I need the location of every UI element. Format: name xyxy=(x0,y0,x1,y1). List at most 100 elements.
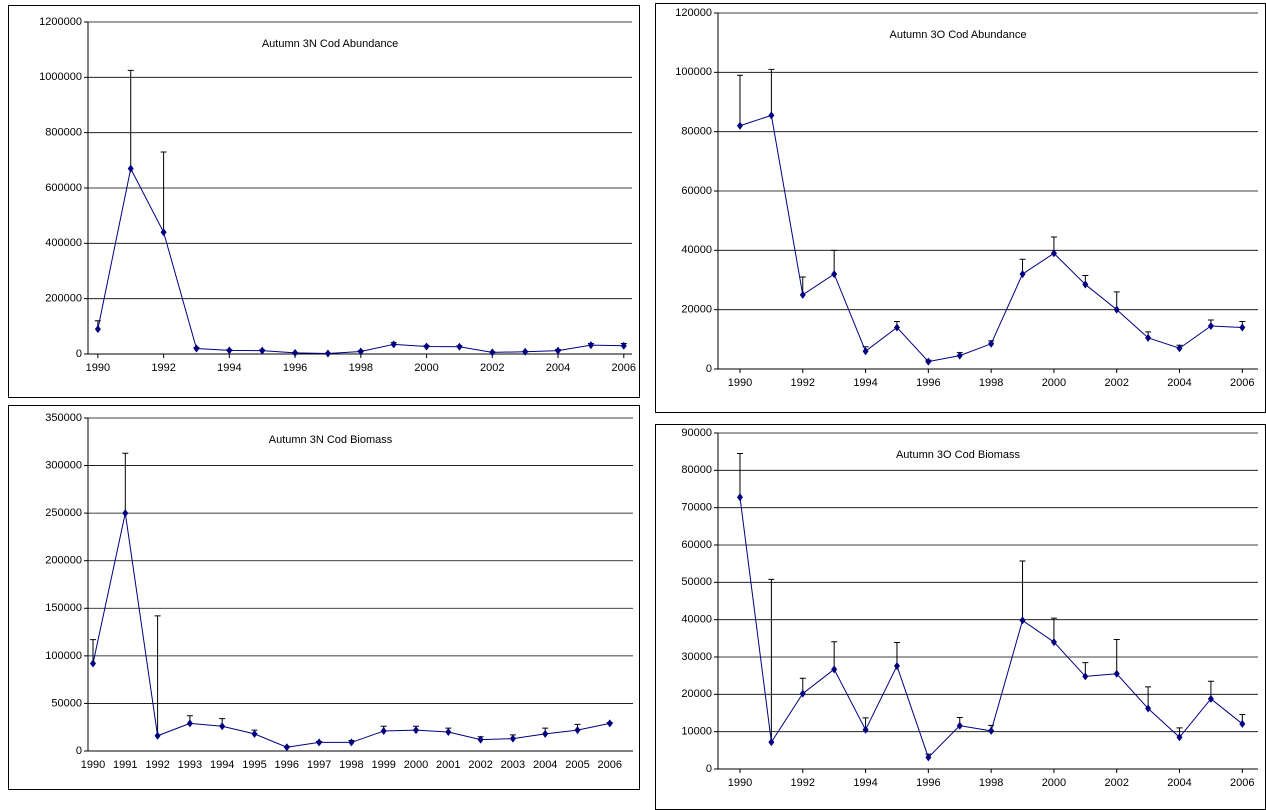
x-tick-label: 1990 xyxy=(728,777,752,789)
x-tick-label: 2005 xyxy=(565,759,589,771)
marker xyxy=(94,325,101,334)
y-tick-label: 0 xyxy=(76,745,82,757)
error-bar xyxy=(736,74,743,126)
marker xyxy=(413,726,419,735)
marker xyxy=(219,722,226,731)
y-tick-label: 1200000 xyxy=(39,16,82,28)
x-tick-label: 2003 xyxy=(501,759,525,771)
x-tick-label: 1996 xyxy=(916,777,940,789)
y-tick-label: 20000 xyxy=(681,304,712,316)
x-tick-label: 2001 xyxy=(436,759,460,771)
marker xyxy=(259,346,266,355)
y-tick-label: 40000 xyxy=(681,244,712,256)
marker xyxy=(1019,270,1026,279)
marker xyxy=(90,659,96,668)
marker xyxy=(555,346,562,355)
marker xyxy=(606,719,613,728)
marker xyxy=(542,729,549,738)
x-tick-label: 1999 xyxy=(371,759,395,771)
error-bar xyxy=(831,641,838,670)
marker xyxy=(324,349,331,358)
marker xyxy=(799,290,806,299)
marker xyxy=(1082,280,1089,289)
marker xyxy=(736,121,743,130)
x-tick-label: 2002 xyxy=(1104,377,1128,389)
y-tick-label: 120000 xyxy=(675,7,712,19)
x-tick-label: 1996 xyxy=(275,759,299,771)
x-tick-label: 2000 xyxy=(404,759,428,771)
chart-frame xyxy=(655,3,1266,413)
y-tick-label: 80000 xyxy=(681,126,712,138)
chart-frame xyxy=(655,424,1266,810)
marker xyxy=(1145,704,1152,713)
marker xyxy=(127,164,134,173)
y-tick-label: 200000 xyxy=(45,555,82,567)
marker xyxy=(925,357,932,366)
y-tick-label: 60000 xyxy=(681,185,712,197)
x-tick-label: 2004 xyxy=(533,759,557,771)
marker xyxy=(380,727,387,736)
marker xyxy=(587,341,594,350)
marker xyxy=(423,342,430,351)
y-tick-label: 200000 xyxy=(45,293,82,305)
marker xyxy=(1082,672,1089,681)
x-tick-label: 2002 xyxy=(480,362,504,374)
marker xyxy=(862,347,869,356)
y-tick-label: 300000 xyxy=(45,459,82,471)
error-bar xyxy=(160,151,167,233)
error-bar xyxy=(122,452,129,514)
marker xyxy=(988,339,995,348)
marker xyxy=(226,346,233,355)
y-tick-label: 30000 xyxy=(681,651,712,663)
x-tick-label: 2000 xyxy=(414,362,438,374)
y-tick-label: 50000 xyxy=(681,576,712,588)
x-tick-label: 1992 xyxy=(791,377,815,389)
x-tick-label: 1992 xyxy=(151,362,175,374)
marker xyxy=(1050,638,1057,647)
y-tick-label: 800000 xyxy=(45,127,82,139)
marker xyxy=(1145,333,1152,342)
marker xyxy=(893,323,900,332)
x-tick-label: 2004 xyxy=(1167,377,1191,389)
marker xyxy=(1176,344,1183,353)
y-tick-label: 40000 xyxy=(681,614,712,626)
x-tick-label: 1994 xyxy=(210,759,234,771)
x-tick-label: 1995 xyxy=(242,759,266,771)
y-tick-label: 350000 xyxy=(45,412,82,424)
y-tick-label: 100000 xyxy=(675,66,712,78)
x-tick-label: 2006 xyxy=(1230,377,1254,389)
marker xyxy=(574,726,581,735)
marker xyxy=(316,738,323,747)
marker xyxy=(956,721,963,730)
marker xyxy=(1113,305,1120,314)
marker xyxy=(988,726,995,735)
error-bar xyxy=(768,68,775,116)
marker xyxy=(1239,719,1246,728)
y-tick-label: 150000 xyxy=(45,602,82,614)
chart-title: Autumn 3O Cod Biomass xyxy=(896,449,1021,461)
marker xyxy=(522,347,529,356)
marker xyxy=(736,493,743,502)
x-tick-label: 2000 xyxy=(1042,777,1066,789)
x-tick-label: 1998 xyxy=(979,777,1003,789)
marker xyxy=(154,731,161,740)
x-tick-label: 1993 xyxy=(178,759,202,771)
marker xyxy=(390,340,397,349)
x-tick-label: 1992 xyxy=(791,777,815,789)
x-tick-label: 2002 xyxy=(1104,777,1128,789)
marker xyxy=(1113,669,1120,678)
marker xyxy=(489,348,496,357)
marker xyxy=(768,738,775,747)
marker xyxy=(292,348,299,357)
y-tick-label: 0 xyxy=(76,348,82,360)
marker xyxy=(122,509,129,518)
x-tick-label: 1994 xyxy=(853,377,877,389)
error-bar xyxy=(127,69,134,169)
marker xyxy=(477,735,484,744)
chart-frame xyxy=(8,405,640,790)
marker xyxy=(445,727,452,736)
marker xyxy=(862,725,869,734)
marker xyxy=(186,719,193,728)
y-tick-label: 400000 xyxy=(45,237,82,249)
x-tick-label: 1997 xyxy=(307,759,331,771)
